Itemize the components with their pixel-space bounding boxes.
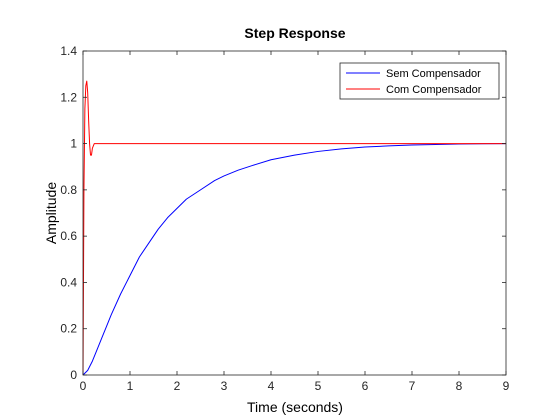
x-tick-label: 2 [174, 379, 181, 393]
y-axis-label: Amplitude [43, 182, 59, 244]
legend: Sem Compensador Com Compensador [339, 62, 500, 100]
legend-label-sem-compensador: Sem Compensador [386, 68, 481, 80]
series-line-com-compensador [82, 80, 506, 376]
y-tick-label: 1.4 [60, 44, 77, 58]
x-tick-label: 8 [456, 379, 463, 393]
plot-frame [82, 50, 507, 376]
y-tick-label: 0.8 [60, 183, 77, 197]
x-tick-label: 6 [362, 379, 369, 393]
y-tick-label: 0.6 [60, 229, 77, 243]
x-tick-label: 0 [80, 379, 87, 393]
legend-box [339, 62, 500, 100]
x-tick-label: 1 [127, 379, 134, 393]
ticks-layer: 0 1 2 3 4 5 6 7 8 9 0 0.2 0.4 0.6 0.8 1 1.2 1.4 [60, 44, 509, 393]
x-tick-label: 5 [315, 379, 322, 393]
y-tick-label: 0 [70, 368, 77, 382]
series-layer [82, 80, 507, 376]
x-tick-label: 3 [221, 379, 228, 393]
series-line-sem-compensador [82, 143, 507, 376]
legend-label-com-compensador: Com Compensador [386, 84, 482, 96]
x-tick-label: 4 [268, 379, 275, 393]
y-tick-label: 0.4 [60, 275, 77, 289]
x-tick-label: 9 [503, 379, 510, 393]
x-axis-label: Time (seconds) [247, 399, 343, 415]
x-tick-label: 7 [409, 379, 416, 393]
y-tick-label: 1 [70, 137, 77, 151]
chart-title: Step Response [244, 25, 345, 41]
y-tick-label: 0.2 [60, 322, 77, 336]
plot-area [83, 51, 506, 375]
y-tick-label: 1.2 [60, 90, 77, 104]
